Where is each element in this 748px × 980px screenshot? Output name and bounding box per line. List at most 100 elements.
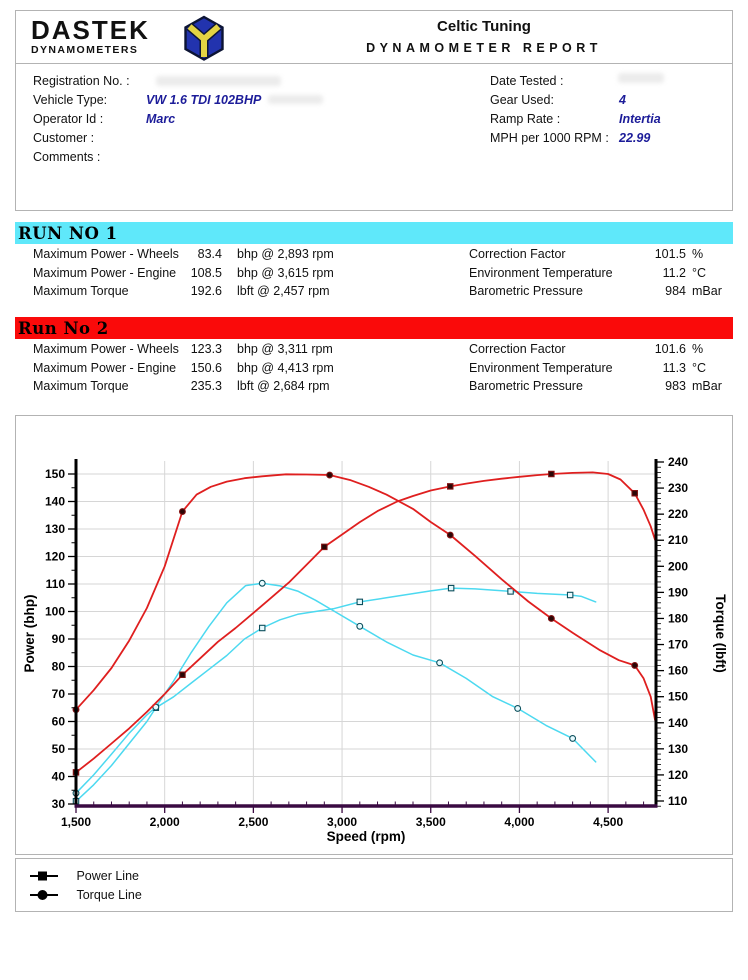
report-header: DASTEK DYNAMOMETERS Celtic Tuning DYNAMO… [16, 11, 732, 64]
svg-text:110: 110 [46, 577, 66, 591]
svg-text:210: 210 [668, 533, 688, 547]
metric-unit: % [692, 342, 704, 356]
run1-title: RUN NO 1 [18, 224, 118, 243]
run-1-torque-line [75, 582, 597, 794]
svg-text:150: 150 [668, 690, 688, 704]
metric-label: Correction Factor [469, 342, 566, 356]
metric-unit: bhp @ 3,615 rpm [237, 265, 334, 280]
gear-used-value: 4 [619, 93, 626, 107]
svg-text:90: 90 [52, 632, 66, 646]
dastek-logo-subtext: DYNAMOMETERS [31, 44, 139, 56]
legend-item-power: Power Line [30, 867, 139, 885]
svg-text:200: 200 [668, 559, 688, 573]
metric-unit: bhp @ 4,413 rpm [237, 360, 334, 375]
torque-line-legend-icon [30, 889, 58, 900]
report-title: DYNAMOMETER REPORT [366, 41, 602, 55]
metric-label: Barometric Pressure [469, 284, 583, 298]
ramp-rate-value: Intertia [619, 112, 661, 126]
circle-marker [547, 615, 555, 622]
square-marker [566, 591, 574, 599]
metric-value: 101.5 [654, 247, 686, 261]
info-label: Customer : [33, 131, 95, 145]
axes: 30 40 50 60 70 80 90 100 110 120 130 140 150 110 120 13… [22, 455, 728, 844]
redacted-smudge [268, 95, 323, 104]
metric-value: 11.3 [662, 360, 686, 375]
info-label: Vehicle Type: [33, 93, 108, 107]
svg-text:100: 100 [45, 605, 65, 619]
metric-value: 123.3 [190, 342, 222, 356]
metric-value: 108.5 [190, 265, 222, 280]
metric-label: Maximum Power - Engine [33, 360, 177, 375]
svg-text:170: 170 [668, 638, 688, 652]
svg-text:110: 110 [668, 794, 688, 808]
info-label: MPH per 1000 RPM : [490, 131, 609, 145]
operator-id-value: Marc [146, 112, 176, 126]
svg-text:140: 140 [668, 716, 688, 730]
vehicle-info-section: Registration No. : Vehicle Type: Operato… [16, 64, 732, 210]
metric-value: 11.2 [662, 265, 686, 280]
svg-text:70: 70 [52, 687, 66, 701]
svg-text:1,500: 1,500 [61, 815, 91, 829]
metric-value: 101.6 [654, 342, 686, 356]
svg-text:4,500: 4,500 [593, 815, 623, 829]
square-marker [507, 588, 514, 595]
metric-label: Maximum Power - Engine [33, 265, 177, 280]
info-label: Gear Used: [490, 93, 554, 107]
metric-label: Environment Temperature [469, 360, 613, 375]
square-marker [447, 483, 454, 490]
metric-unit: °C [692, 360, 707, 375]
metric-value: 235.3 [190, 379, 222, 393]
metric-value: 983 [665, 379, 686, 393]
metric-label: Environment Temperature [469, 265, 613, 280]
info-label: Ramp Rate : [490, 112, 561, 126]
svg-text:40: 40 [52, 770, 66, 784]
run-metric-row: Maximum Power - Wheels 123.3 bhp @ 3,311 r… [15, 342, 733, 361]
svg-text:240: 240 [668, 455, 688, 469]
svg-text:150: 150 [45, 467, 65, 481]
metric-label: Correction Factor [469, 247, 566, 261]
square-marker [447, 584, 455, 592]
svg-text:180: 180 [668, 611, 688, 625]
metric-value: 150.6 [190, 360, 222, 375]
legend-label: Power Line [76, 868, 139, 883]
legend-item-torque: Torque Line [30, 886, 142, 904]
svg-text:Speed (rpm): Speed (rpm) [327, 829, 406, 844]
svg-text:220: 220 [668, 507, 688, 521]
info-label: Date Tested : [490, 74, 564, 88]
dyno-chart-box: 30 40 50 60 70 80 90 100 110 120 130 140 150 110 120 13… [15, 415, 733, 855]
metric-unit: mBar [692, 284, 722, 298]
vehicle-type-value: VW 1.6 TDI 102BHP [146, 93, 262, 107]
svg-text:190: 190 [668, 585, 688, 599]
run-metric-row: Maximum Torque 235.3 lbft @ 2,684 rpm Barom… [15, 379, 733, 398]
svg-text:Power (bhp): Power (bhp) [22, 595, 37, 673]
chart-legend: Power Line Torque Line [15, 858, 733, 912]
run-2-power-line [75, 471, 656, 774]
info-label: Operator Id : [33, 112, 104, 126]
square-marker [548, 470, 555, 478]
run-metric-row: Maximum Power - Engine 150.6 bhp @ 4,413 r… [15, 361, 733, 380]
run1-header-bar: RUN NO 1 [15, 222, 733, 244]
svg-text:30: 30 [52, 797, 66, 811]
square-marker [179, 671, 186, 678]
redacted-smudge [156, 76, 281, 86]
grid [76, 461, 656, 806]
square-marker [321, 543, 328, 551]
mph-per-1000rpm-value: 22.99 [619, 131, 651, 145]
dastek-logo: DASTEK DYNAMOMETERS [31, 17, 150, 56]
svg-text:60: 60 [52, 715, 66, 729]
run-metric-row: Maximum Torque 192.6 lbft @ 2,457 rpm Barom… [15, 284, 733, 303]
svg-text:120: 120 [45, 550, 65, 564]
metric-label: Barometric Pressure [469, 379, 583, 393]
square-marker [631, 490, 638, 497]
square-marker [258, 624, 266, 632]
run1-metrics: Maximum Power - Wheels 83.4 bhp @ 2,893 rp… [15, 247, 733, 303]
metric-unit: lbft @ 2,457 rpm [237, 284, 330, 298]
circle-marker [436, 659, 444, 667]
run-2-torque-line [75, 473, 656, 722]
svg-text:3,500: 3,500 [416, 815, 446, 829]
svg-text:3,000: 3,000 [327, 815, 357, 829]
circle-marker [446, 531, 454, 539]
metric-value: 192.6 [190, 284, 222, 298]
metric-label: Maximum Torque [33, 284, 129, 298]
circle-marker [356, 622, 364, 630]
